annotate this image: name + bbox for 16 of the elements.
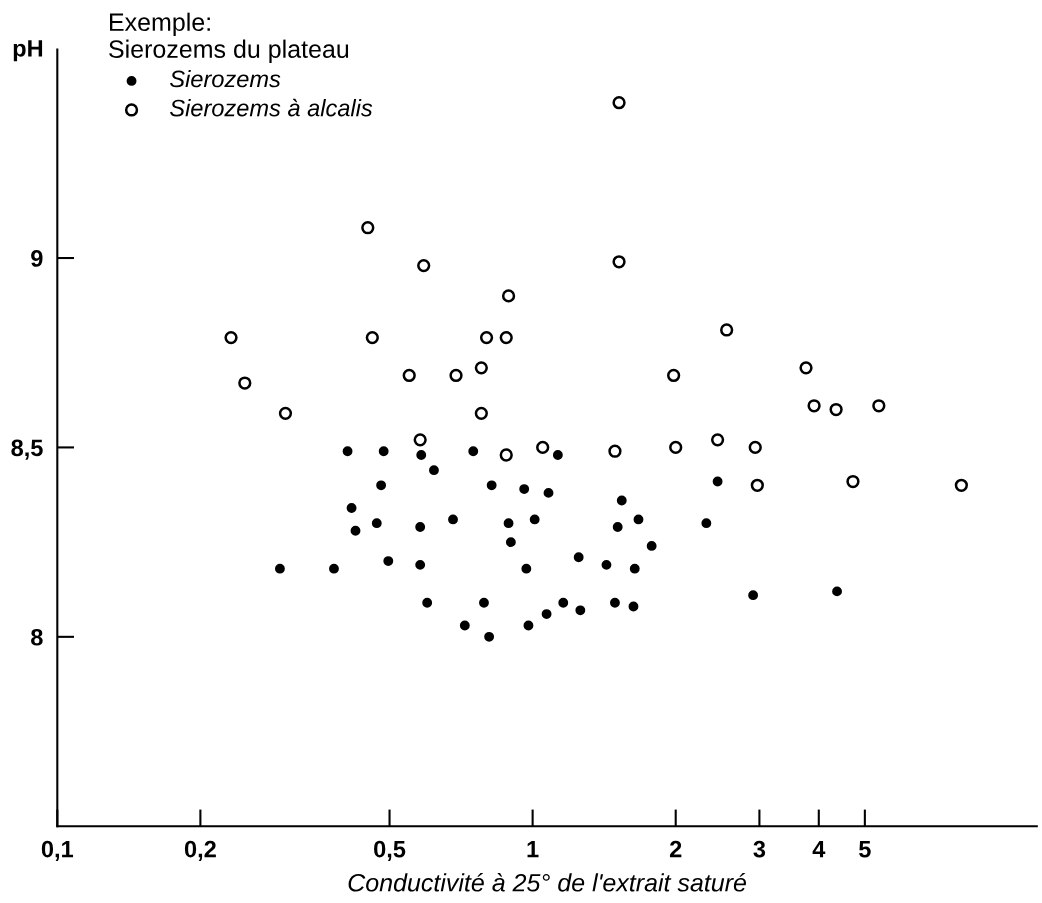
legend-label: Sierozems [170, 69, 281, 88]
legend-label: Sierozems à alcalis [170, 98, 373, 117]
x-tick-label: 0,1 [41, 840, 74, 861]
x-tick-label: 2 [669, 840, 682, 858]
y-tick-label: 8 [31, 628, 43, 646]
x-tick-label: 5 [859, 841, 871, 858]
x-tick-label: 0,2 [184, 840, 216, 861]
y-tick-label: 8,5 [11, 439, 43, 460]
x-tick-label: 0,5 [374, 840, 406, 861]
y-axis-title: pH [13, 40, 43, 62]
x-axis-title: Conductivité à 25° de l'extrait saturé [348, 872, 746, 892]
x-tick-label: 4 [812, 841, 826, 858]
x-tick-label: 3 [753, 840, 766, 858]
y-tick-label: 9 [31, 250, 43, 267]
legend-title: Exemple: Sierozems du plateau [109, 12, 349, 63]
x-tick-label: 1 [527, 841, 539, 858]
